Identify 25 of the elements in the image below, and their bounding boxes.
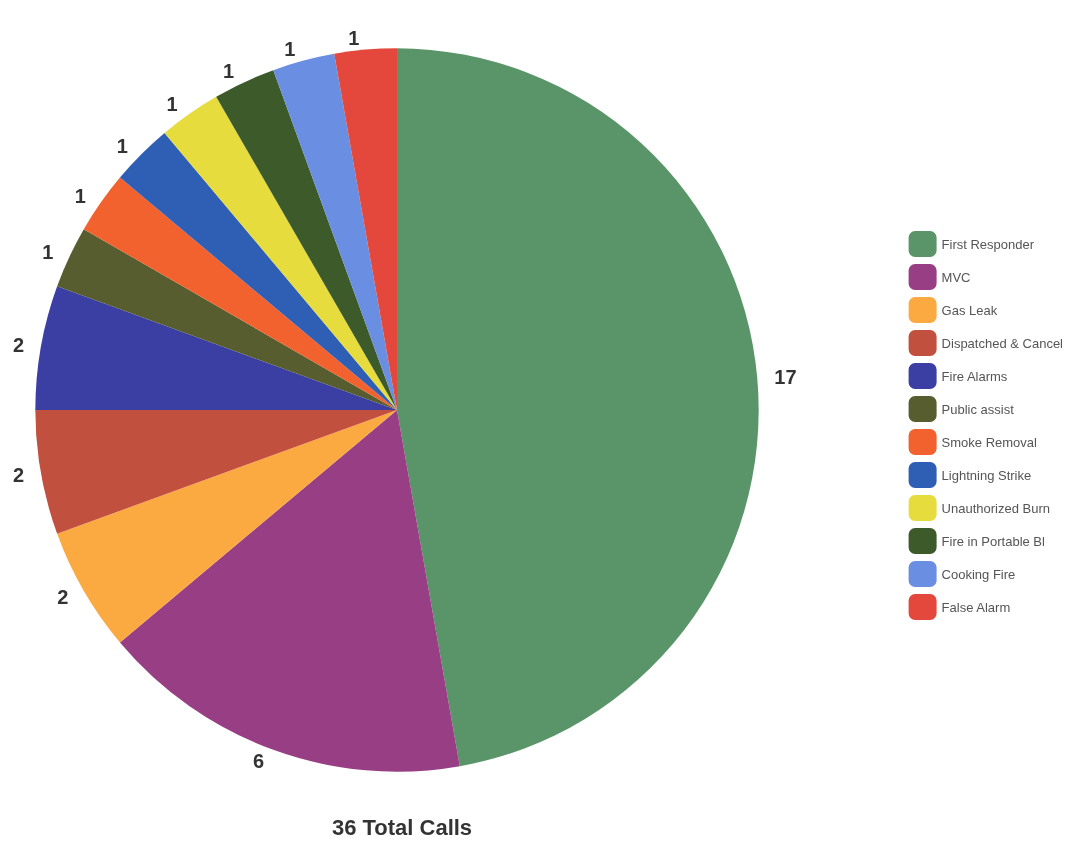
- text: 36 Total Calls: [331, 814, 473, 840]
- legend-label: First Responder: [941, 236, 1035, 252]
- legend-label: Gas Leak: [941, 302, 998, 318]
- data-label: 1: [166, 92, 178, 115]
- data-label: 17: [774, 366, 797, 389]
- data-label: 2: [12, 463, 24, 486]
- data-label: 2: [57, 585, 69, 608]
- data-label: 1: [222, 60, 235, 83]
- data-label: 6: [253, 750, 265, 773]
- legend-label: False Alarm: [941, 599, 1011, 615]
- legend-label: Cooking Fire: [941, 566, 1016, 582]
- legend-label: Smoke Removal: [941, 434, 1038, 450]
- legend-label: Dispatched & Cancel: [941, 335, 1064, 351]
- data-label: 2: [12, 334, 24, 357]
- data-label: 1: [284, 38, 296, 61]
- legend-label: Unauthorized Burn: [941, 500, 1051, 516]
- data-label: 1: [74, 184, 86, 207]
- legend-label: Lightning Strike: [941, 467, 1032, 483]
- data-label: 1: [116, 134, 128, 157]
- data-label: 1: [348, 26, 360, 49]
- legend-label: Public assist: [941, 401, 1015, 417]
- legend-label: MVC: [941, 269, 971, 285]
- legend-label: Fire in Portable Bl: [941, 533, 1046, 549]
- data-label: 1: [42, 241, 54, 264]
- legend-label: Fire Alarms: [941, 368, 1008, 384]
